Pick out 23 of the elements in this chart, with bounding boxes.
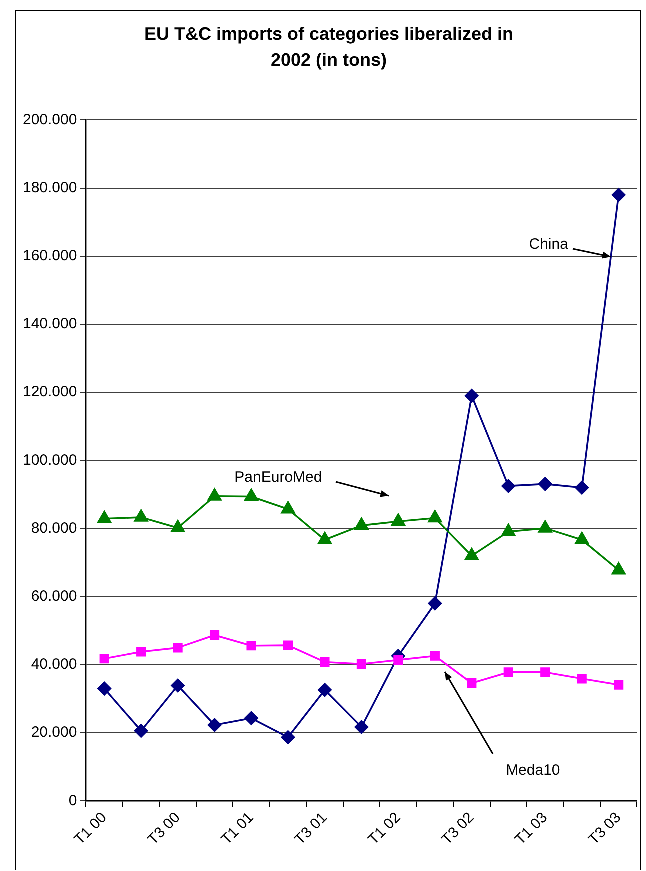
y-tick-label: 0 [68,792,78,810]
series-label: PanEuroMed [234,468,322,486]
x-tick-label: T1 03 [512,809,552,848]
y-tick-label: 100.000 [22,452,78,469]
y-tick-label: 160.000 [22,248,78,265]
y-tick-label: 80.000 [31,520,78,537]
y-tick-label: 40.000 [31,656,78,674]
y-tick-label: 120.000 [22,384,78,401]
y-tick-label: 180.000 [22,179,78,196]
chart-title: EU T&C imports of categories liberalized in 2002 (in tons) [144,24,514,70]
y-tick-label: 140.000 [22,316,78,333]
text: Meda10 [506,762,560,780]
y-tick-label: 60.000 [31,588,78,606]
x-tick-label: T3 00 [144,809,184,848]
x-tick-label: T1 01 [218,809,258,848]
text: China [529,236,570,254]
x-tick-label: T3 02 [438,809,478,848]
y-tick-label: 200.000 [22,111,78,128]
y-tick-label: 20.000 [31,724,78,742]
x-tick-label: T1 00 [71,809,110,848]
x-tick-label: T3 03 [585,809,625,848]
x-tick-label: T1 02 [365,809,404,848]
x-tick-label: T3 01 [292,809,331,848]
